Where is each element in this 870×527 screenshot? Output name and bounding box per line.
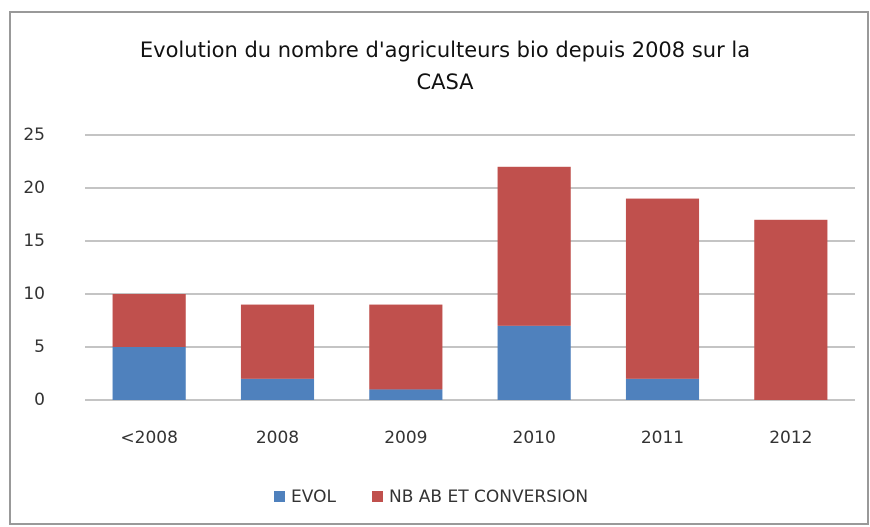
- bar-segment: [369, 389, 443, 400]
- legend-swatch: [372, 491, 383, 502]
- bar-segment: [240, 304, 315, 379]
- bar-segment: [497, 166, 571, 326]
- x-tick-label: 2010: [513, 428, 556, 448]
- legend-label: NB AB ET CONVERSION: [389, 487, 588, 507]
- chart-border: [9, 11, 869, 525]
- chart-title: Evolution du nombre d'agriculteurs bio d…: [139, 38, 751, 94]
- x-tick-label: 2009: [384, 428, 427, 448]
- y-tick-label: 25: [23, 125, 45, 145]
- bar-segment: [625, 378, 700, 400]
- x-tick-label: 2011: [641, 428, 684, 448]
- bar-segment: [112, 294, 186, 347]
- y-tick-label: 15: [23, 231, 45, 251]
- x-tick-label: 2008: [256, 428, 299, 448]
- y-tick-label: 20: [23, 178, 45, 198]
- x-tick-label: <2008: [120, 428, 178, 448]
- bar-segment: [240, 378, 315, 400]
- y-tick-label: 10: [23, 284, 45, 304]
- y-tick-label: 0: [34, 390, 45, 410]
- legend-label: EVOL: [291, 487, 336, 507]
- bar-segment: [369, 304, 443, 390]
- bar-segment: [112, 347, 186, 400]
- legend-swatch: [274, 491, 285, 502]
- bar-segment: [625, 198, 700, 379]
- x-tick-label: 2012: [769, 428, 812, 448]
- bar-segment: [754, 219, 828, 400]
- y-tick-label: 5: [34, 337, 45, 357]
- bar-segment: [497, 325, 571, 400]
